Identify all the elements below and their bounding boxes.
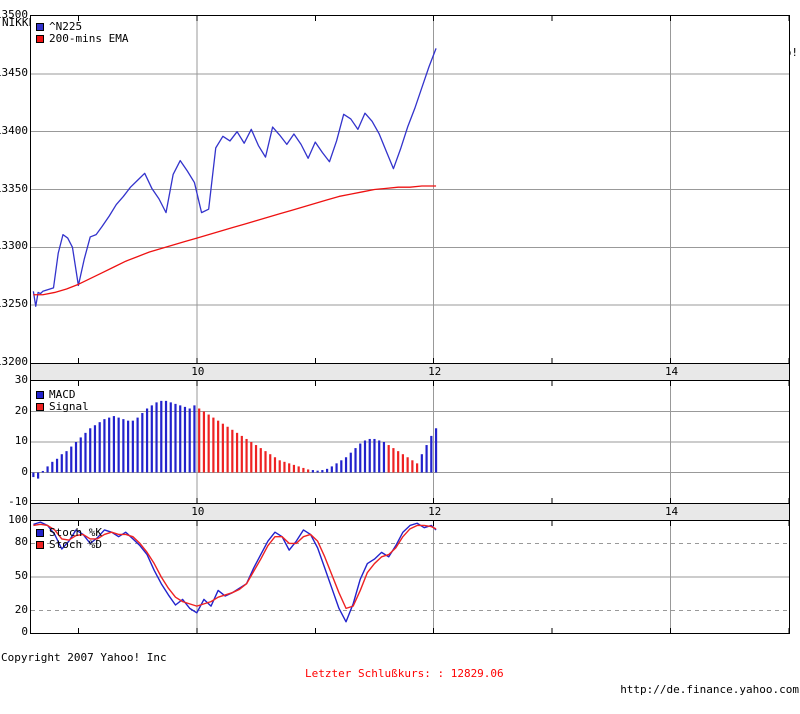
legend-label: Stoch %K — [49, 526, 102, 539]
header-bar: NIKKEI 225 DE: technical analysis Freita… — [0, 0, 800, 59]
x-tick-label: 10 — [191, 365, 205, 378]
y-tick-label: 10 — [14, 434, 28, 447]
legend-label: Stoch %D — [49, 538, 102, 551]
legend-swatch-icon — [36, 403, 44, 411]
x-tick-label: 14 — [664, 365, 679, 378]
y-tick-label: 13450 — [0, 65, 28, 79]
y-tick-label: 13300 — [0, 239, 28, 253]
macd-y-axis: 30 20 10 0 -10 — [0, 0, 28, 651]
y-tick-label: 13400 — [0, 123, 28, 137]
legend-item: 200-mins EMA — [36, 33, 128, 45]
x-axis-band-price: 10 12 14 — [30, 364, 790, 380]
y-tick-label: 13350 — [0, 181, 28, 195]
y-tick-label: 80 — [14, 535, 28, 549]
legend-label: ^N225 — [49, 20, 83, 33]
x-tick-label: 12 — [428, 505, 442, 518]
price-y-axis: 13500 13450 13400 13350 13300 13250 13200 — [0, 0, 28, 651]
y-tick-label: 13250 — [0, 297, 28, 311]
legend-swatch-icon — [36, 529, 44, 537]
footer-url: http://de.finance.yahoo.com — [620, 683, 799, 696]
stochastic-y-axis: 100 80 50 20 0 — [0, 0, 28, 651]
legend-label: MACD — [49, 388, 76, 401]
y-tick-label: 100 — [8, 513, 28, 526]
y-tick-label: 50 — [14, 569, 28, 582]
y-tick-label: 0 — [21, 625, 28, 638]
price-legend: ^N225 200-mins EMA — [36, 21, 128, 45]
x-tick-label: 14 — [664, 505, 679, 518]
legend-item: Stoch %K — [36, 527, 102, 539]
y-tick-label: 13500 — [0, 8, 28, 21]
y-tick-label: 20 — [14, 403, 28, 417]
stochastic-legend: Stoch %K Stoch %D — [36, 527, 102, 551]
macd-chart-panel — [30, 380, 790, 504]
legend-item: ^N225 — [36, 21, 128, 33]
y-tick-label: 13200 — [0, 355, 28, 368]
footer-bar: Copyright 2007 Yahoo! Inc Letzter Schluß… — [0, 634, 800, 696]
stochastic-chart-panel — [30, 520, 790, 634]
legend-item: Signal — [36, 401, 89, 413]
x-tick-label: 12 — [428, 365, 442, 378]
legend-label: Signal — [49, 400, 89, 413]
legend-item: MACD — [36, 389, 89, 401]
macd-legend: MACD Signal — [36, 389, 89, 413]
footer-last-close: Letzter Schlußkurs: : 12829.06 — [305, 667, 504, 680]
y-tick-label: 30 — [14, 373, 28, 386]
y-tick-label: 20 — [14, 602, 28, 616]
legend-swatch-icon — [36, 391, 44, 399]
legend-label: 200-mins EMA — [49, 32, 129, 45]
legend-item: Stoch %D — [36, 539, 102, 551]
chart-page: NIKKEI 225 DE: technical analysis Freita… — [0, 0, 800, 696]
legend-swatch-icon — [36, 541, 44, 549]
y-tick-label: -10 — [8, 495, 28, 508]
x-tick-label: 10 — [191, 505, 205, 518]
y-tick-label: 0 — [21, 464, 28, 478]
footer-copyright: Copyright 2007 Yahoo! Inc — [1, 651, 167, 664]
x-axis-band-macd: 10 12 14 — [30, 504, 790, 520]
stochastic-plot — [31, 521, 789, 633]
price-chart-panel — [30, 15, 790, 364]
price-plot — [31, 16, 789, 363]
legend-swatch-icon — [36, 35, 44, 43]
macd-plot — [31, 381, 789, 503]
legend-swatch-icon — [36, 23, 44, 31]
